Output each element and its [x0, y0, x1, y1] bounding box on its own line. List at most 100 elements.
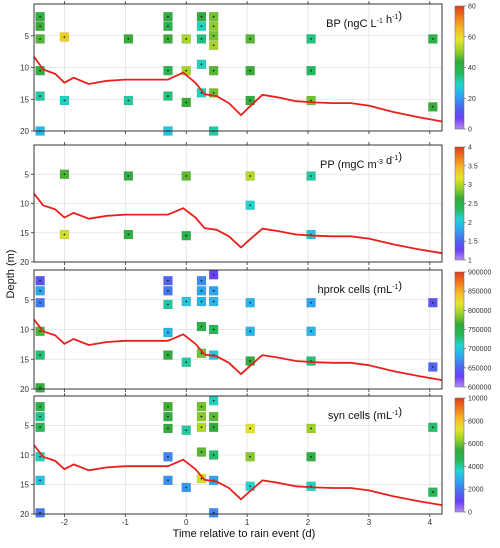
- data-point-marker: [431, 426, 434, 429]
- x-tick-label-top: 1: [245, 0, 250, 1]
- colorbar-tick-label: 60: [468, 34, 476, 41]
- data-point-marker: [249, 330, 252, 333]
- colorbar-tick-label: 8000: [468, 418, 484, 425]
- data-point-marker: [39, 301, 41, 304]
- data-point-marker: [310, 99, 312, 102]
- data-point-marker: [63, 233, 66, 236]
- x-tick-label: -2: [61, 518, 69, 527]
- colorbar-tick-label: 10000: [468, 396, 488, 403]
- y-tick-label: 15: [20, 229, 29, 238]
- colorbar: [454, 5, 465, 130]
- data-point-marker: [310, 427, 312, 430]
- data-point-marker: [212, 44, 215, 47]
- y-tick-label: 5: [25, 32, 30, 41]
- data-point-marker: [200, 289, 203, 292]
- data-point-marker: [200, 63, 203, 66]
- panel-title: PP (mgC m-3 d-1): [320, 151, 402, 171]
- colorbar-tick-label: 750000: [468, 327, 491, 334]
- x-tick-label: 4: [428, 518, 433, 527]
- data-point-marker: [127, 175, 130, 177]
- x-tick-label-top: -2: [61, 0, 69, 1]
- colorbar-tick-label: 0: [468, 510, 472, 517]
- data-point-marker: [185, 486, 188, 489]
- data-point-marker: [185, 69, 188, 72]
- colorbar-tick-label: 3: [468, 182, 472, 189]
- data-point-marker: [39, 479, 41, 482]
- data-point-marker: [167, 331, 169, 334]
- data-point-marker: [200, 92, 203, 94]
- x-tick-label: 0: [184, 518, 189, 527]
- data-point-marker: [310, 175, 312, 177]
- data-point-marker: [200, 279, 203, 282]
- data-point-marker: [167, 289, 169, 292]
- x-tick-label-top: 3: [367, 0, 372, 1]
- data-point-marker: [200, 352, 203, 355]
- colorbar-tick-label: 0: [468, 127, 472, 134]
- data-point-marker: [167, 15, 169, 18]
- data-point-marker: [167, 38, 169, 40]
- y-tick-label: 15: [20, 481, 29, 490]
- data-point-marker: [200, 300, 203, 303]
- x-tick-label-top: -1: [122, 0, 130, 1]
- data-point-marker: [39, 405, 41, 408]
- data-point-marker: [212, 15, 215, 18]
- data-point-marker: [212, 415, 215, 418]
- data-point-marker: [200, 15, 203, 18]
- y-tick-label: 20: [20, 127, 29, 136]
- colorbar-tick-label: 1.5: [468, 239, 478, 246]
- data-point-marker: [185, 101, 188, 104]
- x-tick-label: -1: [122, 518, 130, 527]
- data-point-marker: [167, 354, 169, 356]
- colorbar-tick-label: 2: [468, 220, 472, 227]
- colorbar-tick-label: 650000: [468, 365, 491, 372]
- data-point-marker: [127, 99, 130, 102]
- data-point-marker: [39, 426, 41, 429]
- data-point-marker: [167, 427, 169, 430]
- colorbar-tick-label: 6000: [468, 441, 484, 448]
- data-point-marker: [249, 485, 252, 488]
- data-point-marker: [249, 204, 252, 207]
- depth-line: [33, 193, 443, 255]
- y-tick-label: 20: [20, 510, 29, 519]
- data-point-marker: [431, 366, 434, 368]
- data-point-marker: [249, 455, 252, 458]
- data-point-marker: [200, 38, 203, 40]
- data-point-marker: [431, 301, 434, 304]
- data-point-marker: [212, 69, 215, 72]
- colorbar-tick-label: 2.5: [468, 201, 478, 208]
- y-tick-label: 5: [25, 170, 30, 179]
- data-point-marker: [63, 99, 66, 102]
- data-point-marker: [185, 300, 188, 303]
- colorbar-tick-label: 600000: [468, 385, 491, 392]
- data-point-marker: [212, 34, 215, 37]
- data-point-marker: [310, 301, 312, 304]
- colorbar-tick-label: 40: [468, 65, 476, 72]
- data-point-marker: [200, 325, 203, 328]
- data-point-marker: [212, 25, 215, 28]
- data-point-marker: [431, 105, 434, 108]
- data-point-marker: [200, 426, 203, 429]
- data-point-marker: [310, 330, 312, 333]
- y-tick-label: 15: [20, 355, 29, 364]
- data-point-marker: [249, 360, 252, 362]
- depth-line: [33, 56, 443, 123]
- data-point-marker: [200, 25, 203, 28]
- data-point-marker: [200, 451, 203, 453]
- data-point-marker: [249, 69, 252, 72]
- data-point-marker: [212, 92, 215, 94]
- colorbar-tick-label: 900000: [468, 270, 491, 277]
- data-point-marker: [167, 415, 169, 418]
- data-point-marker: [185, 429, 188, 432]
- data-point-marker: [39, 69, 41, 72]
- data-point-marker: [212, 289, 215, 292]
- data-point-marker: [167, 25, 169, 28]
- colorbar: [454, 397, 465, 513]
- panel-bp: 5 10 15 20 -2 -1 0 1 2 3 4 BP (ngC L-1 h-1) 0 20 40 60 8…: [20, 0, 476, 136]
- colorbar-tick-label: 700000: [468, 346, 491, 353]
- data-point-marker: [212, 426, 215, 429]
- y-tick-label: 10: [20, 200, 29, 209]
- colorbar: [454, 146, 465, 261]
- y-axis-label: Depth (m): [5, 250, 17, 299]
- data-point-marker: [249, 175, 252, 177]
- panel-pp: 5 10 15 20 PP (mgC m-3 d-1) 1 1.5 2 2.5 3 3.5 4: [20, 142, 478, 267]
